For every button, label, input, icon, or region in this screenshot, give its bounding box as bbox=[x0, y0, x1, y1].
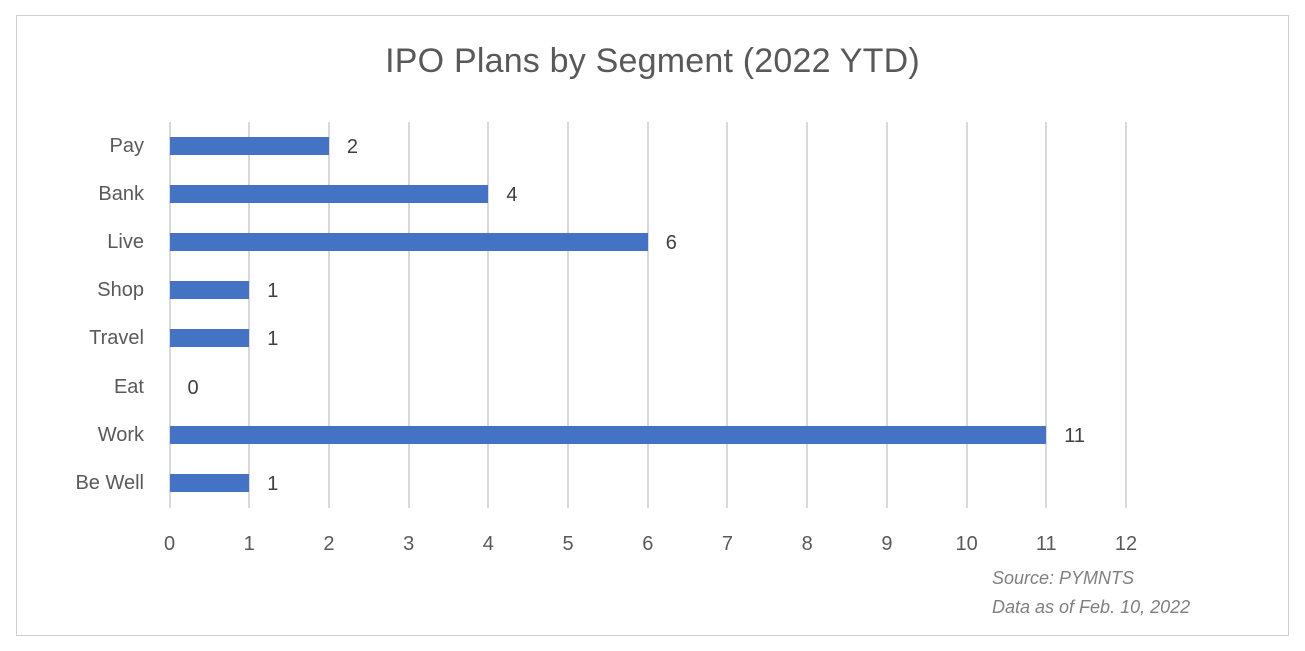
source-note: Source: PYMNTS bbox=[992, 568, 1135, 588]
gridline bbox=[407, 122, 410, 508]
x-tick-label: 8 bbox=[801, 533, 813, 555]
data-label: 0 bbox=[187, 376, 199, 399]
bar bbox=[169, 425, 1047, 444]
chart-title: IPO Plans by Segment (2022 YTD) bbox=[385, 42, 920, 80]
data-label: 1 bbox=[267, 472, 279, 495]
bar bbox=[169, 185, 489, 204]
data-label: 6 bbox=[665, 232, 677, 255]
gridline bbox=[806, 122, 809, 508]
x-tick-label: 3 bbox=[403, 533, 415, 555]
data-label: 4 bbox=[506, 184, 518, 207]
data-label: 1 bbox=[267, 328, 279, 351]
gridline bbox=[248, 122, 251, 508]
gridline bbox=[168, 122, 171, 508]
gridline bbox=[965, 122, 968, 508]
y-category-label: Bank bbox=[98, 183, 144, 206]
data-label: 11 bbox=[1064, 424, 1086, 447]
chart-frame bbox=[16, 15, 1289, 636]
bar bbox=[169, 137, 329, 155]
bar bbox=[169, 329, 250, 348]
y-category-label: Live bbox=[107, 231, 144, 254]
gridline bbox=[327, 122, 330, 508]
gridline bbox=[1125, 122, 1127, 508]
data-label: 2 bbox=[346, 136, 359, 158]
data-date-note: Data as of Feb. 10, 2022 bbox=[992, 597, 1191, 617]
x-tick-label: 10 bbox=[955, 533, 978, 555]
bar bbox=[169, 233, 648, 252]
y-category-label: Pay bbox=[109, 135, 144, 157]
x-tick-label: 9 bbox=[881, 533, 893, 555]
gridline bbox=[487, 122, 490, 508]
bar bbox=[169, 473, 250, 492]
gridline bbox=[726, 122, 729, 508]
x-tick-label: 7 bbox=[721, 533, 734, 555]
x-tick-label: 0 bbox=[163, 533, 176, 555]
bar bbox=[169, 281, 250, 300]
y-category-label: Travel bbox=[89, 327, 144, 350]
data-label: 1 bbox=[267, 280, 279, 303]
gridline bbox=[885, 122, 888, 508]
x-tick-label: 11 bbox=[1035, 533, 1057, 555]
x-tick-label: 6 bbox=[642, 533, 654, 555]
x-tick-label: 12 bbox=[1114, 533, 1138, 555]
gridline bbox=[567, 122, 570, 508]
gridline bbox=[1045, 122, 1048, 508]
y-category-label: Shop bbox=[97, 279, 144, 302]
x-tick-label: 2 bbox=[323, 533, 335, 555]
x-tick-label: 5 bbox=[562, 533, 574, 555]
gridline bbox=[646, 122, 649, 508]
y-category-label: Eat bbox=[113, 375, 144, 398]
y-category-label: Be Well bbox=[75, 471, 144, 494]
x-tick-label: 1 bbox=[243, 533, 255, 555]
y-category-label: Work bbox=[97, 423, 144, 446]
x-tick-label: 4 bbox=[482, 533, 494, 555]
